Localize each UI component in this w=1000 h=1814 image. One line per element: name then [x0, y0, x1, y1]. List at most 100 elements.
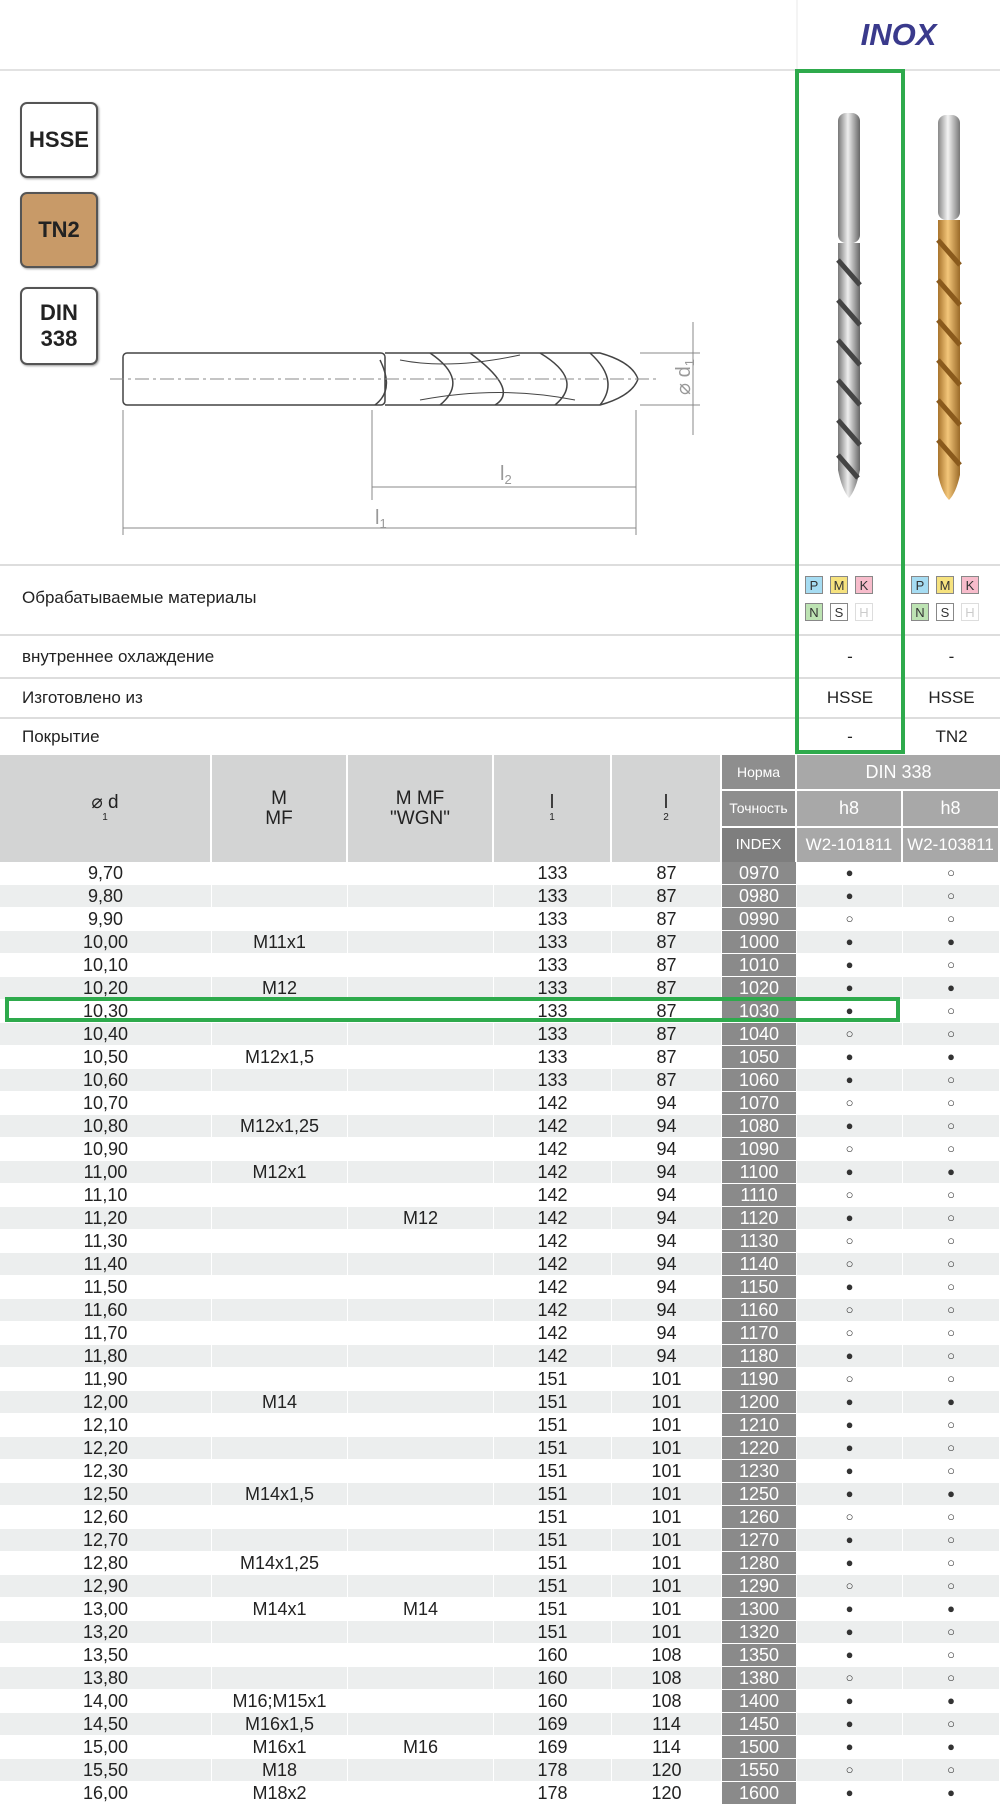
table-cell: M18x2 [212, 1782, 347, 1804]
property-value: - [847, 646, 853, 666]
index-cell: 1030 [722, 1000, 796, 1022]
availability-cell: ○ [797, 1299, 902, 1321]
header-value: h8 [797, 791, 901, 826]
property-label: Обрабатываемые материалы [22, 588, 257, 607]
table-cell [212, 1276, 347, 1298]
table-cell [348, 1345, 493, 1367]
availability-cell: ● [797, 1115, 902, 1137]
table-cell: M14x1,5 [212, 1483, 347, 1505]
availability-cell: ○ [903, 1414, 999, 1436]
availability-cell: ● [797, 1736, 902, 1758]
table-cell: 13,00 [0, 1598, 211, 1620]
table-cell: 10,70 [0, 1092, 211, 1114]
availability-cell: ● [903, 1391, 999, 1413]
table-cell: 94 [612, 1184, 721, 1206]
table-cell: 142 [494, 1138, 611, 1160]
index-cell: 1230 [722, 1460, 796, 1482]
table-cell [348, 1046, 493, 1068]
table-cell [212, 862, 347, 884]
availability-cell: ○ [903, 1460, 999, 1482]
table-cell: 133 [494, 908, 611, 930]
label-part: l [500, 463, 504, 485]
availability-cell: ○ [903, 1713, 999, 1735]
table-cell [348, 977, 493, 999]
availability-cell: ○ [903, 1575, 999, 1597]
table-cell [348, 1023, 493, 1045]
availability-cell: ● [797, 954, 902, 976]
table-cell: 13,80 [0, 1667, 211, 1689]
table-cell: M16;M15x1 [212, 1690, 347, 1712]
label-subscript: 1 [549, 812, 555, 824]
table-cell: 10,60 [0, 1069, 211, 1091]
table-cell [348, 1690, 493, 1712]
header-line: M [271, 787, 287, 809]
material-code: S [830, 603, 848, 621]
table-cell: 101 [612, 1575, 721, 1597]
table-cell [348, 1414, 493, 1436]
dimension-label: l2 [500, 463, 512, 487]
table-cell: 14,00 [0, 1690, 211, 1712]
table-cell: 101 [612, 1391, 721, 1413]
label-part: 1 [682, 359, 697, 366]
table-cell: 142 [494, 1207, 611, 1229]
header-label: Норма [722, 755, 795, 789]
table-cell: 142 [494, 1322, 611, 1344]
availability-cell: ○ [903, 1138, 999, 1160]
table-cell: 87 [612, 931, 721, 953]
index-cell: 1250 [722, 1483, 796, 1505]
table-cell [212, 1253, 347, 1275]
table-cell [348, 954, 493, 976]
highlight-row [5, 997, 900, 1022]
table-cell [348, 1092, 493, 1114]
availability-cell: ● [903, 1782, 999, 1804]
table-cell [348, 1460, 493, 1482]
header-label: Точность [722, 791, 795, 826]
material-code: K [855, 576, 873, 594]
index-cell: 1160 [722, 1299, 796, 1321]
index-cell: 1190 [722, 1368, 796, 1390]
index-cell: 1120 [722, 1207, 796, 1229]
table-cell: 151 [494, 1575, 611, 1597]
table-cell: 9,80 [0, 885, 211, 907]
table-cell: 9,70 [0, 862, 211, 884]
table-cell: 87 [612, 1069, 721, 1091]
table-cell: 10,30 [0, 1000, 211, 1022]
table-cell: 114 [612, 1713, 721, 1735]
table-cell: 94 [612, 1138, 721, 1160]
availability-cell: ○ [903, 885, 999, 907]
badge: HSSE [20, 102, 98, 178]
availability-cell: ○ [903, 1230, 999, 1252]
availability-cell: ● [797, 1713, 902, 1735]
availability-cell: ● [797, 1161, 902, 1183]
availability-cell: ● [797, 1460, 902, 1482]
availability-cell: ● [903, 1736, 999, 1758]
index-cell: 1550 [722, 1759, 796, 1781]
table-cell: 133 [494, 931, 611, 953]
table-cell: 101 [612, 1552, 721, 1574]
availability-cell: ● [903, 1161, 999, 1183]
availability-cell: ● [797, 1069, 902, 1091]
label-text: ⌀ d [91, 792, 119, 814]
availability-cell: ● [797, 1552, 902, 1574]
table-cell: 10,80 [0, 1115, 211, 1137]
drill-image [836, 113, 862, 498]
table-cell: 151 [494, 1437, 611, 1459]
index-cell: 1500 [722, 1736, 796, 1758]
table-cell: 151 [494, 1460, 611, 1482]
availability-cell: ● [903, 1598, 999, 1620]
index-cell: 1000 [722, 931, 796, 953]
table-cell: 87 [612, 954, 721, 976]
availability-cell: ● [797, 1782, 902, 1804]
table-cell: 10,90 [0, 1138, 211, 1160]
availability-cell: ○ [903, 1322, 999, 1344]
index-cell: 1100 [722, 1161, 796, 1183]
index-cell: 1260 [722, 1506, 796, 1528]
availability-cell: ● [797, 1414, 902, 1436]
table-cell [348, 1437, 493, 1459]
table-cell: 10,10 [0, 954, 211, 976]
table-cell: 151 [494, 1414, 611, 1436]
table-cell: M12x1 [212, 1161, 347, 1183]
table-cell: 11,60 [0, 1299, 211, 1321]
table-cell [212, 1529, 347, 1551]
